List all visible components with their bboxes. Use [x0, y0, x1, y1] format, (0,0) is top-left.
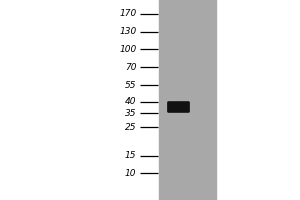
- Bar: [159, 0, 216, 200]
- Text: 55: 55: [125, 81, 136, 90]
- Text: 170: 170: [119, 9, 136, 19]
- Text: 25: 25: [125, 122, 136, 132]
- Text: 10: 10: [125, 168, 136, 178]
- Text: 70: 70: [125, 62, 136, 72]
- Text: 35: 35: [125, 108, 136, 117]
- FancyBboxPatch shape: [168, 102, 189, 112]
- Text: 130: 130: [119, 27, 136, 36]
- Text: 15: 15: [125, 152, 136, 160]
- Text: 100: 100: [119, 45, 136, 53]
- Text: 40: 40: [125, 98, 136, 106]
